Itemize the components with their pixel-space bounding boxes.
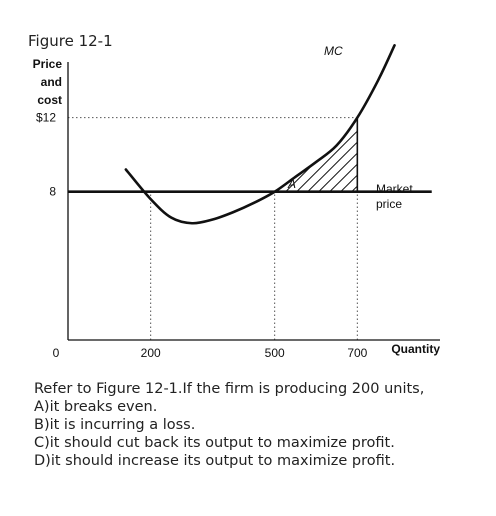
hatch-line	[296, 121, 358, 192]
hatch-line	[340, 121, 358, 192]
region-a-label: A	[287, 177, 296, 191]
hatch-line	[285, 121, 357, 192]
hatch-line	[418, 122, 488, 192]
option-a: A)it breaks even.	[34, 399, 158, 415]
market-price-label-line: price	[376, 197, 402, 211]
hatch-line	[407, 122, 477, 192]
hatch-line	[274, 121, 313, 192]
x-axis-label: Quantity	[391, 342, 440, 356]
y-axis-label-line: cost	[37, 93, 62, 107]
figure-title: Figure 12-1	[28, 32, 113, 50]
mc-curve-label: MC	[324, 44, 343, 58]
x-tick-label: 700	[347, 346, 367, 360]
market-price-label-line: Market	[376, 182, 413, 196]
y-axis-label-line: Price	[33, 57, 63, 71]
hatch-line	[187, 122, 257, 192]
x-tick-label: 500	[265, 346, 285, 360]
mc-curve	[124, 44, 396, 225]
hatch-line	[318, 121, 358, 192]
option-d: D)it should increase its output to maxim…	[34, 453, 396, 469]
hatch-line	[274, 121, 280, 192]
x-tick-label: 200	[141, 346, 161, 360]
x-tick-label: 0	[53, 346, 60, 360]
y-tick-label: $12	[36, 111, 56, 125]
hatch-line	[329, 121, 358, 192]
y-axis-label-line: and	[41, 75, 62, 89]
hatch-line	[198, 122, 268, 192]
option-b: B)it is incurring a loss.	[34, 417, 196, 433]
question-stem: Refer to Figure 12-1.If the firm is prod…	[34, 381, 425, 397]
question-block: Refer to Figure 12-1.If the firm is prod…	[34, 380, 484, 470]
hatch-line	[274, 121, 291, 192]
hatch-line	[274, 121, 346, 192]
option-c: C)it should cut back its output to maxim…	[34, 435, 395, 451]
mc-chart: Price and cost Quantity 0 200 500 700 8 $12 MC Mark…	[33, 44, 488, 360]
hatch-line	[307, 121, 358, 192]
y-tick-label: 8	[49, 185, 56, 199]
